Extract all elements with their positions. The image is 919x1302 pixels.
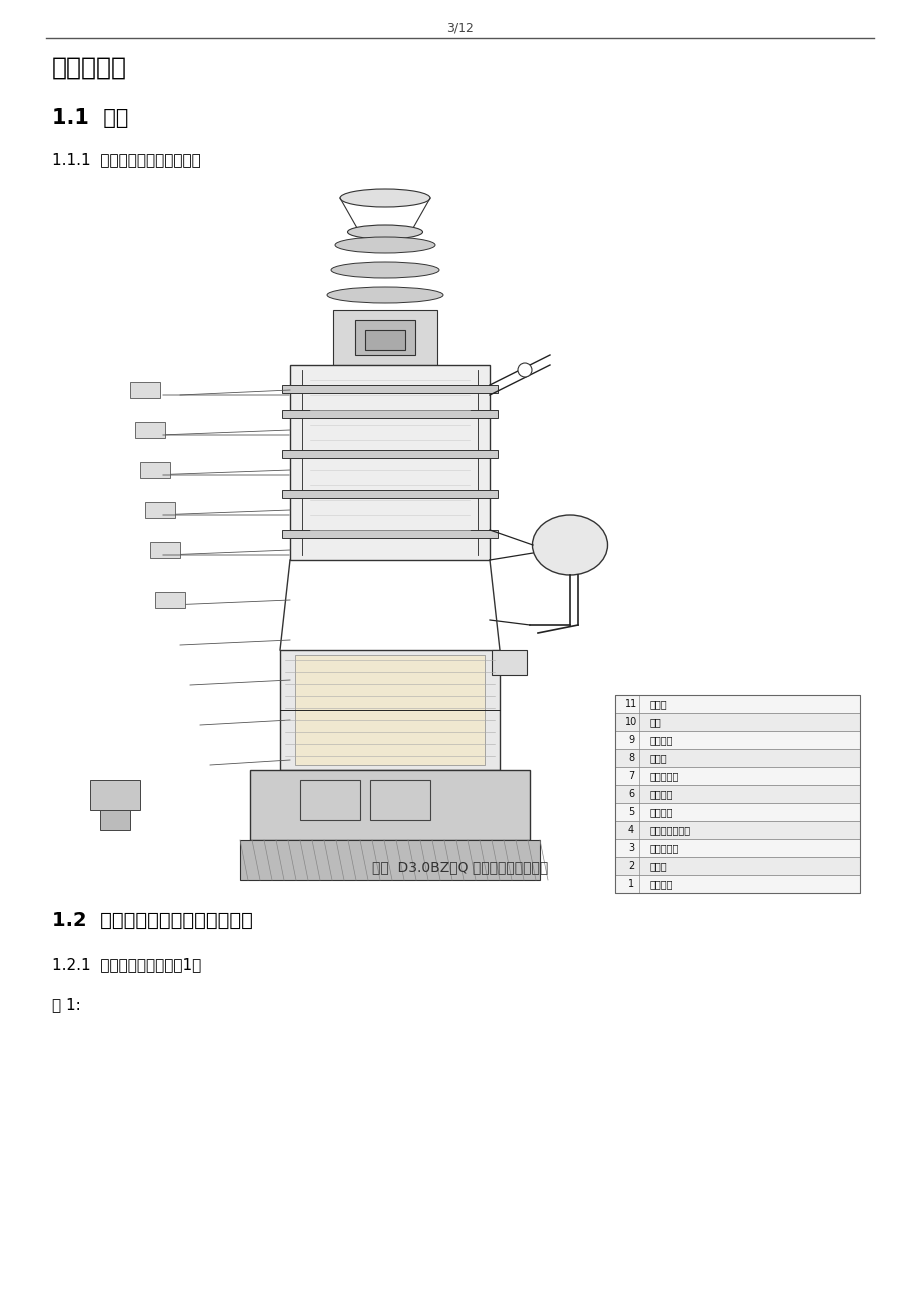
Bar	[282, 490, 497, 497]
Bar	[90, 780, 140, 810]
Text: 4: 4	[628, 825, 633, 835]
Text: 发生炉概况: 发生炉概况	[52, 56, 127, 79]
Bar	[614, 767, 859, 785]
Ellipse shape	[335, 237, 435, 253]
Bar	[154, 592, 185, 608]
Bar	[614, 749, 859, 767]
Text: 7: 7	[627, 771, 633, 781]
Bar	[279, 650, 499, 769]
Bar	[282, 385, 497, 393]
Ellipse shape	[532, 516, 607, 575]
Text: 3: 3	[628, 842, 633, 853]
Bar	[614, 695, 859, 893]
Text: 干煤及装置: 干煤及装置	[650, 842, 678, 853]
Bar	[614, 803, 859, 822]
Bar	[369, 780, 429, 820]
Text: 8: 8	[628, 753, 633, 763]
Bar	[300, 780, 359, 820]
Bar	[614, 730, 859, 749]
Bar	[614, 838, 859, 857]
Text: 1: 1	[628, 879, 633, 889]
Bar	[282, 530, 497, 538]
Bar	[150, 542, 180, 559]
Bar	[250, 769, 529, 840]
Text: 1.2  发生炉主要技术性能及参数：: 1.2 发生炉主要技术性能及参数：	[52, 910, 253, 930]
Bar	[140, 462, 170, 478]
Ellipse shape	[347, 225, 422, 240]
Bar	[100, 810, 130, 829]
Ellipse shape	[326, 286, 443, 303]
Text: 10: 10	[624, 717, 637, 727]
Text: 炉火发鼓气环管: 炉火发鼓气环管	[650, 825, 690, 835]
Text: 截火道: 截火道	[650, 699, 667, 710]
Text: 1.2.1  炉体各部参数，见表1；: 1.2.1 炉体各部参数，见表1；	[52, 957, 201, 973]
Text: 6: 6	[628, 789, 633, 799]
Text: 11: 11	[624, 699, 637, 710]
Text: 加炭箱: 加炭箱	[650, 861, 667, 871]
Bar	[614, 713, 859, 730]
Text: 水套管管: 水套管管	[650, 807, 673, 816]
Bar	[614, 875, 859, 893]
Ellipse shape	[331, 262, 438, 279]
Bar	[614, 785, 859, 803]
Bar	[289, 365, 490, 560]
Bar	[282, 450, 497, 458]
Text: 9: 9	[628, 736, 633, 745]
Bar	[333, 310, 437, 365]
Bar	[365, 329, 404, 350]
Bar	[135, 422, 165, 437]
Bar	[614, 695, 859, 713]
Text: 汽包: 汽包	[650, 717, 661, 727]
Bar	[295, 655, 484, 766]
Text: 送风管: 送风管	[650, 753, 667, 763]
Bar	[614, 857, 859, 875]
Text: 出灰基板: 出灰基板	[650, 789, 673, 799]
Bar	[492, 650, 527, 674]
Ellipse shape	[517, 363, 531, 378]
Text: 图一  D3.0BZ－Q 型煤气发生炉结构图: 图一 D3.0BZ－Q 型煤气发生炉结构图	[371, 861, 548, 874]
Bar	[145, 503, 175, 518]
Text: 1.1.1  发生炉结构图，见图一；: 1.1.1 发生炉结构图，见图一；	[52, 152, 200, 168]
Text: 表 1:: 表 1:	[52, 997, 81, 1013]
Text: 1.1  简图: 1.1 简图	[52, 108, 129, 128]
Text: 2: 2	[627, 861, 633, 871]
Text: 5: 5	[627, 807, 633, 816]
Bar	[282, 410, 497, 418]
Bar	[130, 381, 160, 398]
Bar	[614, 822, 859, 838]
Bar	[240, 840, 539, 880]
Bar	[355, 320, 414, 355]
Text: 鼓气环管: 鼓气环管	[650, 736, 673, 745]
Ellipse shape	[340, 189, 429, 207]
Text: 承炭管利层: 承炭管利层	[650, 771, 678, 781]
Text: 加煤装置: 加煤装置	[650, 879, 673, 889]
Text: 3/12: 3/12	[446, 22, 473, 34]
